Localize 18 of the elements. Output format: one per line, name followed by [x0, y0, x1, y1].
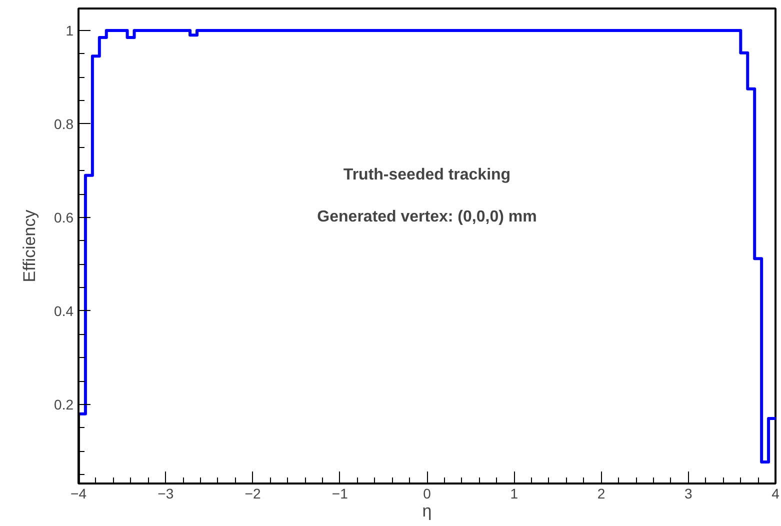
y-tick-label: 0.8: [54, 116, 74, 132]
y-tick-label: 0.6: [54, 209, 74, 226]
y-tick-label: 1: [66, 22, 74, 38]
x-tick-label: −4: [70, 486, 87, 502]
x-tick-label: 2: [597, 486, 606, 502]
x-tick-label: 4: [772, 486, 780, 502]
annotation: Truth-seeded tracking: [343, 166, 511, 184]
y-tick-label: 0.2: [54, 396, 74, 412]
x-tick-label: 0: [423, 486, 432, 502]
y-tick-label: 0.4: [54, 302, 74, 319]
x-tick-label: −2: [244, 486, 261, 502]
x-axis-title: η: [422, 502, 432, 520]
x-tick-label: 1: [510, 486, 518, 502]
x-tick-label: 3: [684, 486, 692, 502]
y-axis-title: Efficiency: [20, 209, 40, 282]
x-tick-label: −3: [158, 486, 174, 502]
annotation: Generated vertex: (0,0,0) mm: [317, 208, 537, 226]
x-tick-label: −1: [332, 486, 348, 502]
